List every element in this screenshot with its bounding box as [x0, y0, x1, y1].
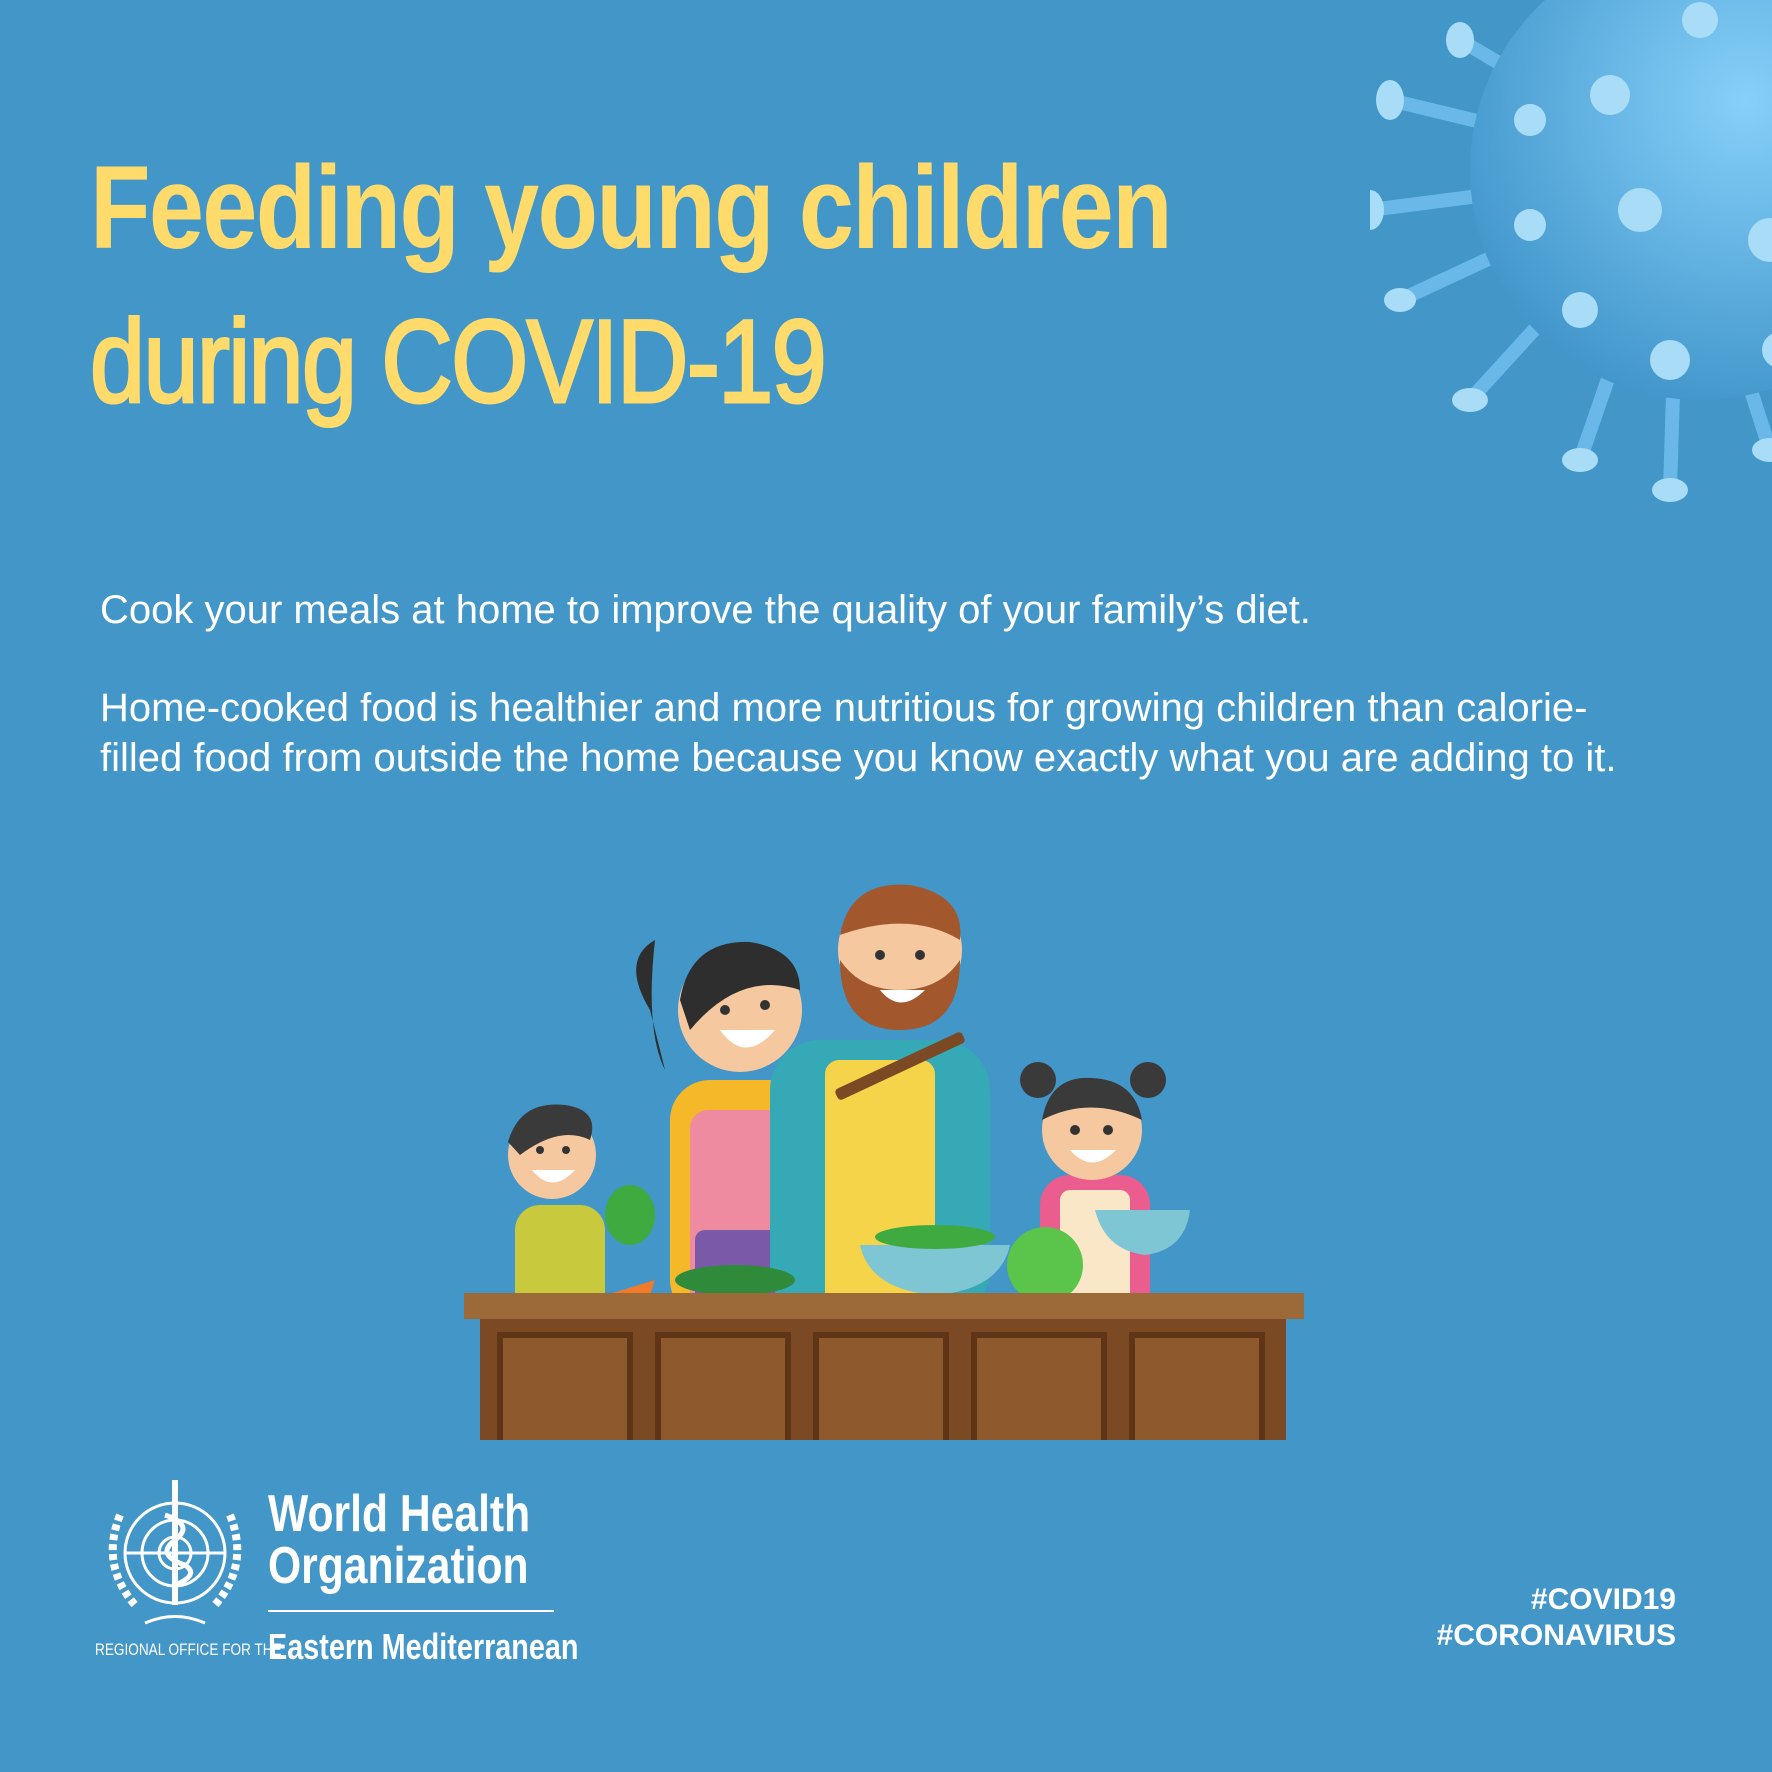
boy-figure [508, 1104, 605, 1325]
who-name-line-2: Organization [268, 1537, 529, 1595]
who-emblem-logo [108, 1480, 242, 1625]
title-line-1: Feeding young children [90, 142, 1173, 274]
region-name: Eastern Mediterranean [268, 1626, 579, 1667]
region-prefix: REGIONAL OFFICE FOR THE [95, 1640, 282, 1659]
divider [268, 1610, 554, 1612]
girl-figure [1020, 1062, 1190, 1325]
virus-icon [1370, 0, 1772, 502]
hashtag: #COVID19 [1530, 1583, 1676, 1616]
who-org-name: World Health Organization [268, 1488, 530, 1592]
body-paragraph-1: Cook your meals at home to improve the q… [100, 588, 1311, 632]
cabbage-icon [1007, 1227, 1083, 1303]
salad-bowl-icon [860, 1245, 1010, 1295]
kitchen-counter [464, 1293, 1304, 1440]
title-line-2: during COVID-19 [89, 296, 828, 428]
hashtags: #COVID19 #CORONAVIRUS [1437, 1582, 1676, 1654]
who-name-line-1: World Health [268, 1485, 531, 1543]
hashtag: #CORONAVIRUS [1436, 1619, 1676, 1652]
family-cooking-icon [464, 884, 1304, 1440]
body-paragraph-2: Home-cooked food is healthier and more n… [100, 686, 1617, 780]
